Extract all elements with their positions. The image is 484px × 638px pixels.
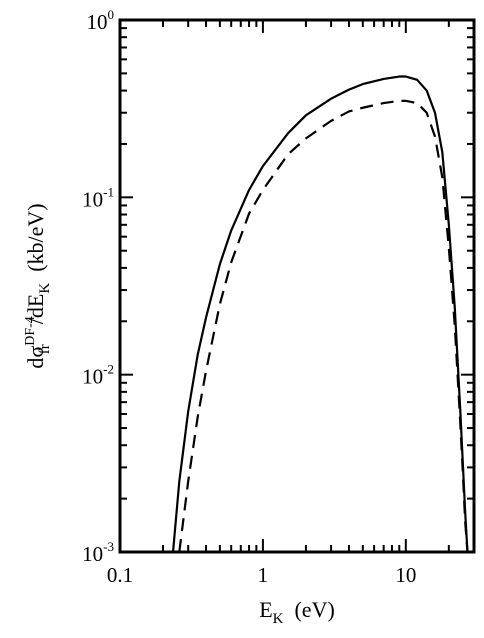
y-axis-title-sub: fr [37,344,53,354]
x-tick-label: 10 [395,563,416,587]
y-axis-title-rest: (kb/eV) [23,203,48,282]
solid-series-line [171,75,469,553]
x-tick-label: 0.1 [107,563,133,587]
y-tick-label: 10-1 [82,184,114,211]
x-axis-title-main: E [259,597,272,622]
plot-frame [118,18,476,554]
series-layer [171,75,469,553]
dashed-series-line [178,99,469,553]
x-axis-title: EK (eV) [259,597,335,627]
x-axis-title-sub: K [273,611,284,627]
ticks-layer [119,19,475,553]
x-tick-label: 1 [258,563,269,587]
y-tick-label: 100 [87,7,115,34]
x-axis-title-rest: (eV) [283,597,334,622]
y-tick-label: 10-3 [82,539,114,566]
y-axis-title-sup: DF-4 [23,316,38,346]
y-axis-title-d: dσ [23,346,48,369]
y-axis-title-mid: /dE [23,294,48,325]
y-tick-label: 10-2 [82,362,114,389]
y-axis-title-sub2: K [37,283,53,294]
labels-layer: 0.1 1 10 100 10-1 10-2 10-3 [82,7,416,587]
y-axis-title: dσDF-4fr/dEK (kb/eV) [23,203,53,368]
